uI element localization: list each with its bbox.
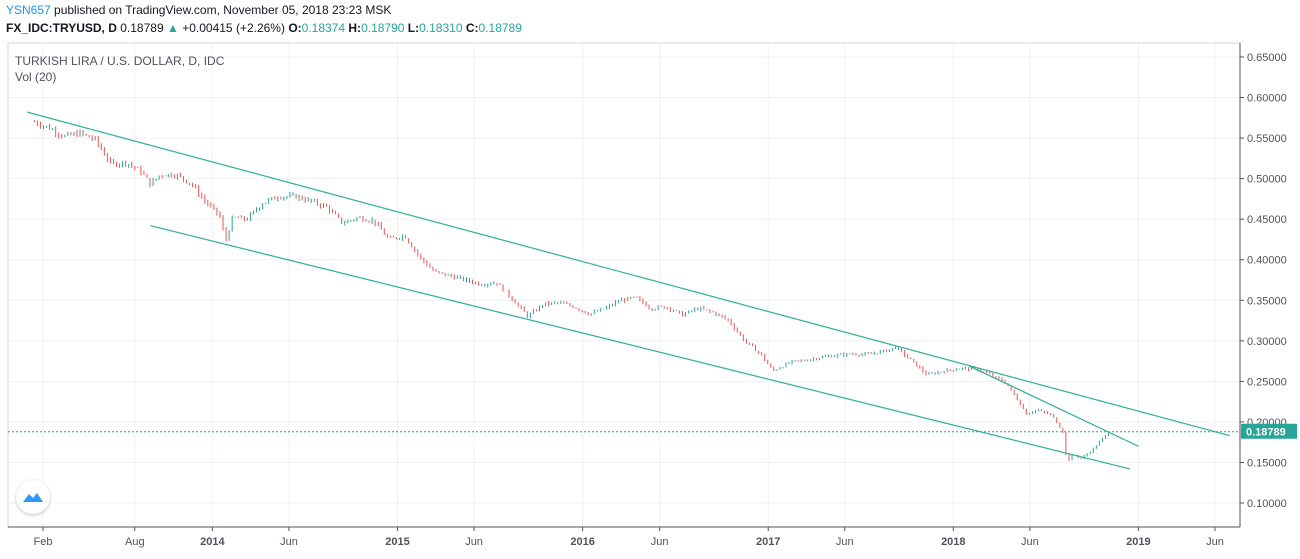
trendlines [27, 111, 1230, 470]
high-value: 0.18790 [361, 21, 405, 35]
x-tick-label: 2016 [570, 536, 594, 548]
volume-indicator-label[interactable]: Vol (20) [15, 70, 56, 84]
last-price-badge: 0.18789 [1241, 423, 1297, 439]
x-tick-label: Aug [125, 536, 145, 548]
x-tick-label: 2015 [385, 536, 409, 548]
symbol-name[interactable]: FX_IDC:TRYUSD, D [6, 21, 117, 35]
last-price: 0.18789 [120, 21, 164, 35]
publish-text: published on TradingView.com, November 0… [50, 3, 392, 17]
y-tick-label: 0.35000 [1247, 295, 1287, 307]
low-value: 0.18310 [419, 21, 463, 35]
grid [8, 43, 1240, 527]
chart-title: TURKISH LIRA / U.S. DOLLAR, D, IDC [15, 54, 225, 68]
x-tick-label: Feb [34, 536, 53, 548]
open-value: 0.18374 [301, 21, 346, 35]
open-label: O: [288, 21, 302, 35]
x-tick-label: Jun [651, 536, 669, 548]
y-tick-label: 0.30000 [1247, 336, 1287, 348]
y-tick-label: 0.25000 [1247, 376, 1287, 388]
y-tick-label: 0.55000 [1247, 133, 1287, 145]
trendline[interactable] [150, 225, 1130, 470]
x-tick-label: 2018 [941, 536, 965, 548]
plot-area[interactable] [7, 42, 1241, 528]
x-tick-label: Jun [465, 536, 483, 548]
trendline[interactable] [968, 365, 1139, 447]
close-label: C: [465, 21, 479, 35]
y-tick-label: 0.60000 [1247, 93, 1287, 105]
up-arrow-icon: ▲ [166, 21, 179, 35]
close-value: 0.18789 [478, 21, 522, 35]
author-link[interactable]: YSN657 [6, 3, 51, 17]
y-tick-label: 0.10000 [1247, 498, 1287, 510]
x-tick-label: Jun [1021, 536, 1039, 548]
y-tick-label: 0.50000 [1247, 174, 1287, 186]
x-tick-label: 2019 [1126, 536, 1150, 548]
high-label: H: [348, 21, 362, 35]
symbol-info: FX_IDC:TRYUSD, D 0.18789 ▲ +0.00415 (+2.… [6, 21, 522, 35]
x-tick-label: 2017 [756, 536, 780, 548]
x-tick-label: Jun [1206, 536, 1224, 548]
y-tick-label: 0.40000 [1247, 255, 1287, 267]
y-tick-label: 0.65000 [1247, 52, 1287, 64]
trendline[interactable] [27, 111, 1230, 437]
y-tick-label: 0.45000 [1247, 214, 1287, 226]
price-change: +0.00415 (+2.26%) [182, 21, 285, 35]
publish-info: YSN657 published on TradingView.com, Nov… [6, 3, 391, 17]
price-axis[interactable]: 0.65000 0.60000 0.55000 0.50000 0.45000 0.400… [1240, 52, 1287, 510]
x-tick-label: 2014 [200, 536, 225, 548]
last-price-label: 0.18789 [1246, 427, 1286, 439]
x-tick-label: Jun [280, 536, 298, 548]
low-label: L: [407, 21, 420, 35]
tradingview-logo-button[interactable] [16, 480, 50, 514]
x-tick-label: Jun [836, 536, 854, 548]
y-tick-label: 0.15000 [1247, 457, 1287, 469]
time-axis[interactable]: Feb Aug 2014 Jun 2015 Jun 2016 Jun 2017 Jun 2018 Ju… [34, 527, 1224, 548]
tradingview-logo-icon [23, 493, 43, 502]
price-series [33, 120, 1110, 462]
